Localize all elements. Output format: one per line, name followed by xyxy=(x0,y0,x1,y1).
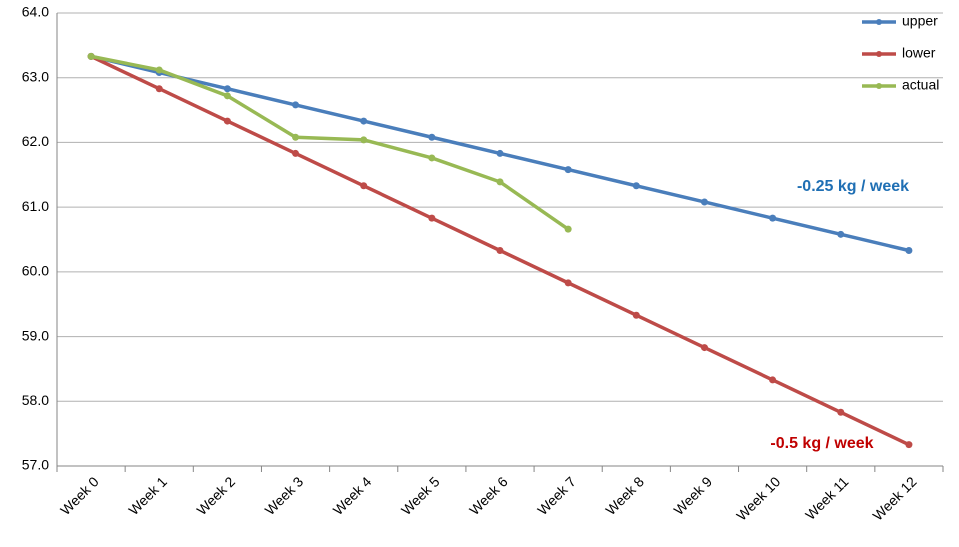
series-marker xyxy=(564,225,572,233)
y-tick-label: 63.0 xyxy=(22,68,49,84)
x-tick-label: Week 9 xyxy=(670,473,715,518)
y-tick-label: 64.0 xyxy=(22,4,49,20)
x-tick-label: Week 5 xyxy=(398,473,443,518)
legend-marker xyxy=(876,19,882,25)
x-tick-label: Week 11 xyxy=(802,473,852,523)
series-marker xyxy=(155,66,163,74)
series-line xyxy=(90,54,570,231)
series-marker xyxy=(155,85,163,93)
y-tick-label: 62.0 xyxy=(22,133,49,149)
series-marker xyxy=(428,154,436,162)
y-tick-label: 61.0 xyxy=(22,198,49,214)
legend-marker xyxy=(876,83,882,89)
series-marker xyxy=(564,279,572,287)
y-tick-label: 57.0 xyxy=(22,457,49,473)
series-marker xyxy=(837,408,845,416)
series-marker xyxy=(700,198,708,206)
series-marker xyxy=(292,149,300,157)
y-tick-label: 59.0 xyxy=(22,327,49,343)
y-tick-label: 58.0 xyxy=(22,392,49,408)
series-marker xyxy=(428,133,436,141)
legend-label: upper xyxy=(902,13,938,29)
series-marker xyxy=(837,230,845,238)
x-tick-label: Week 12 xyxy=(869,473,919,523)
series-marker xyxy=(905,441,913,449)
series-marker xyxy=(496,149,504,157)
series-marker xyxy=(360,182,368,190)
series-marker xyxy=(292,101,300,109)
legend-label: lower xyxy=(902,45,936,61)
series-marker xyxy=(496,247,504,255)
series-marker xyxy=(564,166,572,174)
series-marker xyxy=(632,182,640,190)
series-marker xyxy=(700,344,708,352)
x-tick-label: Week 8 xyxy=(602,473,647,518)
x-tick-label: Week 2 xyxy=(193,473,238,518)
x-tick-label: Week 3 xyxy=(262,473,307,518)
series-marker xyxy=(87,52,95,60)
annotation: -0.25 kg / week xyxy=(797,178,909,195)
series-marker xyxy=(769,376,777,384)
series-marker xyxy=(360,117,368,125)
y-tick-label: 60.0 xyxy=(22,263,49,279)
x-tick-label: Week 4 xyxy=(330,473,375,518)
series-marker xyxy=(905,247,913,255)
x-tick-label: Week 1 xyxy=(125,473,170,518)
annotation: -0.5 kg / week xyxy=(770,435,873,452)
x-tick-label: Week 0 xyxy=(57,473,102,518)
series-marker xyxy=(223,117,231,125)
x-tick-label: Week 10 xyxy=(733,473,783,523)
series-marker xyxy=(223,92,231,100)
series-marker xyxy=(292,133,300,141)
x-tick-label: Week 7 xyxy=(534,473,579,518)
series-marker xyxy=(769,214,777,222)
legend-label: actual xyxy=(902,77,939,93)
series-marker xyxy=(496,178,504,186)
series-marker xyxy=(360,136,368,144)
series-marker xyxy=(428,214,436,222)
series-marker xyxy=(223,85,231,93)
legend-marker xyxy=(876,51,882,57)
x-tick-label: Week 6 xyxy=(466,473,511,518)
series-marker xyxy=(632,311,640,319)
